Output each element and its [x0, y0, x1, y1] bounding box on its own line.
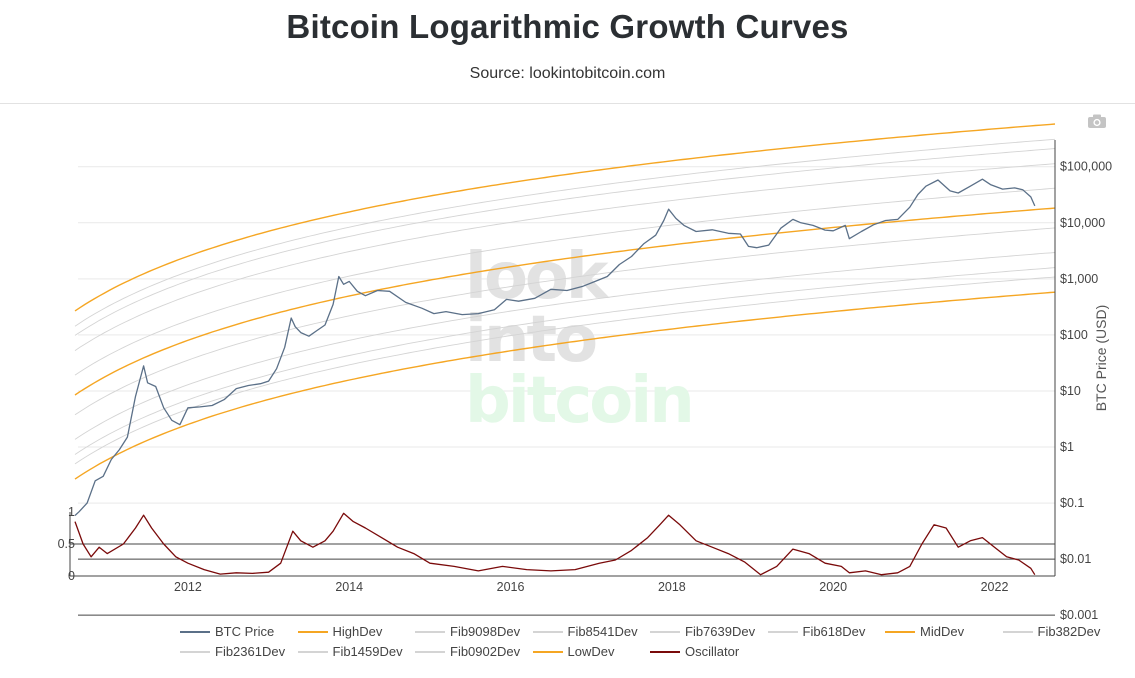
legend-swatch — [180, 650, 210, 653]
legend-item[interactable]: Fib2361Dev — [180, 644, 285, 659]
legend-swatch — [650, 630, 680, 633]
curve-fib9098dev — [74, 138, 1056, 327]
watermark-line-1: look — [465, 240, 610, 314]
page-title: Bitcoin Logarithmic Growth Curves — [286, 8, 849, 45]
curve-fib8541dev — [74, 148, 1056, 336]
x-tick-label: 2018 — [658, 580, 686, 594]
legend-item[interactable]: HighDev — [297, 624, 383, 639]
curve-fib7639dev — [74, 163, 1056, 351]
y-axis-ticks: $100,000 $10,000 $1,000 $100 $10 $1 $0.1 $0.01 $… — [1060, 160, 1112, 622]
x-tick-label: 2020 — [819, 580, 847, 594]
oscillator-series — [74, 512, 1036, 576]
legend-item[interactable]: MidDev — [885, 624, 964, 639]
curve-fib0902dev — [74, 276, 1056, 465]
legend-label: Fib1459Dev — [332, 644, 403, 659]
legend-label: HighDev — [332, 624, 383, 639]
legend-label: Fib7639Dev — [685, 624, 756, 639]
y-tick-label: $100 — [1060, 328, 1088, 342]
y-tick-label: $0.01 — [1060, 552, 1091, 566]
growth-curve-bands — [74, 123, 1056, 480]
x-tick-label: 2014 — [335, 580, 363, 594]
legend-item[interactable]: Fib382Dev — [1002, 624, 1101, 639]
osc-axis-ticks: 10.50 — [58, 505, 75, 583]
legend-label: Fib618Dev — [802, 624, 866, 639]
legend-label: Fib2361Dev — [215, 644, 286, 659]
curve-fib1459dev — [74, 267, 1056, 455]
camera-icon[interactable] — [1087, 113, 1107, 129]
legend-item[interactable]: LowDev — [532, 644, 615, 659]
legend-label: BTC Price — [215, 624, 275, 639]
header-divider — [0, 103, 1135, 104]
curve-fib618dev — [74, 187, 1056, 376]
legend-label: Fib0902Dev — [450, 644, 521, 659]
legend-swatch — [885, 630, 915, 633]
legend-swatch — [532, 650, 563, 653]
legend-swatch — [1002, 630, 1033, 633]
legend-swatch — [297, 650, 328, 653]
legend-swatch — [415, 650, 445, 653]
y-tick-label: $100,000 — [1060, 160, 1112, 174]
curve-middev — [74, 207, 1056, 396]
legend-label: Oscillator — [685, 644, 740, 659]
legend-swatch — [650, 650, 680, 653]
legend-item[interactable]: Fib7639Dev — [650, 624, 755, 639]
curve-fib382dev — [74, 227, 1056, 416]
y-axis-label: BTC Price (USD) — [1093, 305, 1109, 412]
legend-label: Fib382Dev — [1037, 624, 1101, 639]
curve-fib2361dev — [74, 252, 1056, 440]
legend-item[interactable]: Oscillator — [650, 644, 739, 659]
osc-tick-label: 1 — [68, 505, 75, 519]
legend-swatch — [532, 630, 563, 633]
legend-item[interactable]: Fib9098Dev — [415, 624, 520, 639]
legend-label: Fib8541Dev — [567, 624, 638, 639]
legend-label: LowDev — [567, 644, 615, 659]
curve-lowdev — [74, 291, 1056, 480]
y-tick-label: $10 — [1060, 384, 1081, 398]
legend-item[interactable]: Fib0902Dev — [415, 644, 520, 659]
x-tick-label: 2016 — [497, 580, 525, 594]
btc-price-line — [74, 178, 1036, 516]
page-subtitle: Source: lookintobitcoin.com — [469, 65, 666, 82]
x-tick-label: 2012 — [174, 580, 202, 594]
legend-item[interactable]: Fib618Dev — [767, 624, 866, 639]
watermark: look into bitcoin — [465, 240, 695, 438]
legend-swatch — [297, 630, 328, 633]
osc-tick-label: 0.5 — [58, 537, 75, 551]
legend-label: MidDev — [920, 624, 965, 639]
legend-swatch — [180, 630, 210, 633]
legend-swatch — [767, 630, 798, 633]
y-tick-label: $0.1 — [1060, 496, 1084, 510]
legend-item[interactable]: BTC Price — [180, 624, 274, 639]
y-tick-label: $0.001 — [1060, 608, 1098, 622]
watermark-line-3: bitcoin — [465, 364, 692, 438]
legend-label: Fib9098Dev — [450, 624, 521, 639]
oscillator-line — [74, 512, 1036, 576]
curve-highdev — [74, 123, 1056, 312]
legend-swatch — [415, 630, 445, 633]
y-tick-label: $1,000 — [1060, 272, 1098, 286]
y-tick-label: $10,000 — [1060, 216, 1105, 230]
osc-tick-label: 0 — [68, 569, 75, 583]
btc-price-series — [74, 178, 1036, 516]
legend-item[interactable]: Fib1459Dev — [297, 644, 403, 659]
legend-item[interactable]: Fib8541Dev — [532, 624, 638, 639]
watermark-line-2: into — [465, 303, 596, 377]
y-tick-label: $1 — [1060, 440, 1074, 454]
x-tick-label: 2022 — [981, 580, 1009, 594]
x-axis-ticks: 2012 2014 2016 2018 2020 2022 — [174, 580, 1008, 594]
